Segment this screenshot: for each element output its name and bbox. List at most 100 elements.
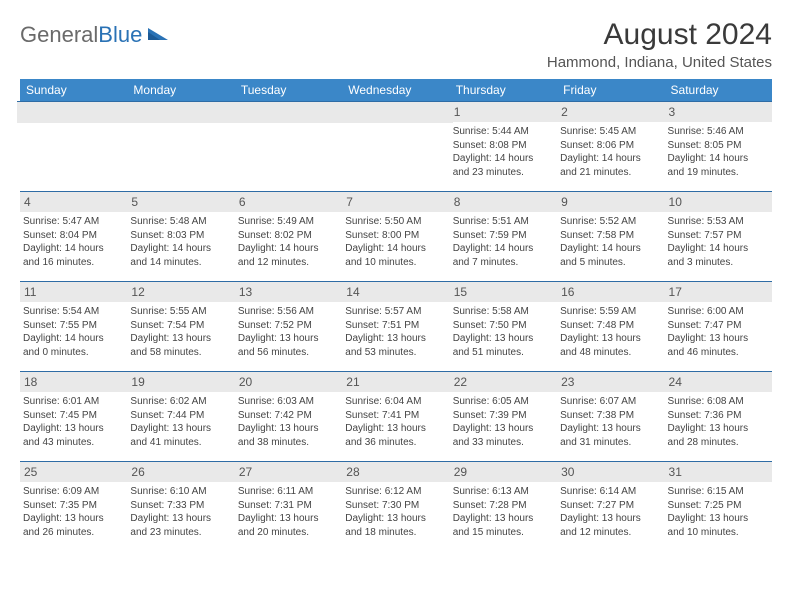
sunset-line: Sunset: 7:30 PM (345, 499, 446, 513)
daylight-line-2: and 38 minutes. (238, 436, 339, 450)
logo-text-1: General (20, 22, 98, 48)
day-number-bar: 30 (557, 461, 664, 482)
daylight-line-2: and 53 minutes. (345, 346, 446, 360)
daylight-line-1: Daylight: 14 hours (238, 242, 339, 256)
header: GeneralBlue August 2024 Hammond, Indiana… (20, 18, 772, 71)
day-number-bar: 10 (665, 191, 772, 212)
calendar-day-cell: 17Sunrise: 6:00 AMSunset: 7:47 PMDayligh… (665, 281, 772, 371)
daylight-line-2: and 56 minutes. (238, 346, 339, 360)
sunrise-line: Sunrise: 5:50 AM (345, 215, 446, 229)
day-number-bar: 20 (235, 371, 342, 392)
daylight-line-1: Daylight: 14 hours (345, 242, 446, 256)
sunset-line: Sunset: 8:04 PM (23, 229, 124, 243)
sunrise-line: Sunrise: 6:14 AM (560, 485, 661, 499)
month-title: August 2024 (547, 18, 772, 52)
day-number: 28 (346, 465, 359, 479)
sunrise-line: Sunrise: 6:10 AM (130, 485, 231, 499)
daylight-line-1: Daylight: 13 hours (130, 422, 231, 436)
calendar-week-row: 4Sunrise: 5:47 AMSunset: 8:04 PMDaylight… (20, 191, 772, 281)
calendar-day-cell: 29Sunrise: 6:13 AMSunset: 7:28 PMDayligh… (450, 461, 557, 551)
weekday-header: Thursday (450, 79, 557, 101)
sunset-line: Sunset: 7:35 PM (23, 499, 124, 513)
day-number: 12 (131, 285, 144, 299)
daylight-line-1: Daylight: 13 hours (668, 332, 769, 346)
daylight-line-1: Daylight: 13 hours (345, 422, 446, 436)
calendar-day-cell: 22Sunrise: 6:05 AMSunset: 7:39 PMDayligh… (450, 371, 557, 461)
daylight-line-2: and 10 minutes. (345, 256, 446, 270)
day-content: 3Sunrise: 5:46 AMSunset: 8:05 PMDaylight… (665, 101, 772, 183)
day-content: 5Sunrise: 5:48 AMSunset: 8:03 PMDaylight… (127, 191, 234, 273)
calendar-day-cell: 12Sunrise: 5:55 AMSunset: 7:54 PMDayligh… (127, 281, 234, 371)
calendar-day-cell: 1Sunrise: 5:44 AMSunset: 8:08 PMDaylight… (450, 101, 557, 191)
daylight-line-2: and 33 minutes. (453, 436, 554, 450)
calendar-week-row: 18Sunrise: 6:01 AMSunset: 7:45 PMDayligh… (20, 371, 772, 461)
sunset-line: Sunset: 7:48 PM (560, 319, 661, 333)
day-number: 16 (561, 285, 574, 299)
day-number: 21 (346, 375, 359, 389)
calendar-day-cell: 2Sunrise: 5:45 AMSunset: 8:06 PMDaylight… (557, 101, 664, 191)
day-number: 22 (454, 375, 467, 389)
daylight-line-1: Daylight: 13 hours (238, 422, 339, 436)
sunset-line: Sunset: 7:54 PM (130, 319, 231, 333)
sunrise-line: Sunrise: 5:53 AM (668, 215, 769, 229)
weekday-header: Tuesday (235, 79, 342, 101)
calendar-day-cell: 7Sunrise: 5:50 AMSunset: 8:00 PMDaylight… (342, 191, 449, 281)
sunset-line: Sunset: 7:41 PM (345, 409, 446, 423)
daylight-line-1: Daylight: 14 hours (23, 332, 124, 346)
calendar-week-row: 1Sunrise: 5:44 AMSunset: 8:08 PMDaylight… (20, 101, 772, 191)
daylight-line-2: and 5 minutes. (560, 256, 661, 270)
sunset-line: Sunset: 7:25 PM (668, 499, 769, 513)
calendar-day-cell: 21Sunrise: 6:04 AMSunset: 7:41 PMDayligh… (342, 371, 449, 461)
sunrise-line: Sunrise: 6:12 AM (345, 485, 446, 499)
daylight-line-1: Daylight: 14 hours (130, 242, 231, 256)
calendar-day-cell: 8Sunrise: 5:51 AMSunset: 7:59 PMDaylight… (450, 191, 557, 281)
sunset-line: Sunset: 8:05 PM (668, 139, 769, 153)
day-number-bar: 8 (450, 191, 557, 212)
day-content: 11Sunrise: 5:54 AMSunset: 7:55 PMDayligh… (20, 281, 127, 363)
sunset-line: Sunset: 7:33 PM (130, 499, 231, 513)
daylight-line-1: Daylight: 13 hours (23, 512, 124, 526)
sunset-line: Sunset: 7:44 PM (130, 409, 231, 423)
sunrise-line: Sunrise: 6:09 AM (23, 485, 124, 499)
calendar-day-cell (127, 101, 234, 191)
day-number-bar: 13 (235, 281, 342, 302)
day-number: 24 (669, 375, 682, 389)
day-number: 30 (561, 465, 574, 479)
sunrise-line: Sunrise: 6:01 AM (23, 395, 124, 409)
daylight-line-1: Daylight: 14 hours (668, 242, 769, 256)
daylight-line-2: and 10 minutes. (668, 526, 769, 540)
sunrise-line: Sunrise: 6:05 AM (453, 395, 554, 409)
calendar-body: 1Sunrise: 5:44 AMSunset: 8:08 PMDaylight… (20, 101, 772, 551)
day-content: 20Sunrise: 6:03 AMSunset: 7:42 PMDayligh… (235, 371, 342, 453)
logo: GeneralBlue (20, 18, 170, 48)
day-number: 3 (669, 105, 676, 119)
day-number-bar: 12 (127, 281, 234, 302)
location: Hammond, Indiana, United States (547, 54, 772, 71)
calendar-day-cell: 23Sunrise: 6:07 AMSunset: 7:38 PMDayligh… (557, 371, 664, 461)
daylight-line-2: and 46 minutes. (668, 346, 769, 360)
sunset-line: Sunset: 7:31 PM (238, 499, 339, 513)
daylight-line-2: and 58 minutes. (130, 346, 231, 360)
daylight-line-2: and 16 minutes. (23, 256, 124, 270)
day-number-bar: 6 (235, 191, 342, 212)
calendar-table: Sunday Monday Tuesday Wednesday Thursday… (20, 79, 772, 551)
calendar-day-cell: 14Sunrise: 5:57 AMSunset: 7:51 PMDayligh… (342, 281, 449, 371)
sunrise-line: Sunrise: 6:02 AM (130, 395, 231, 409)
daylight-line-2: and 31 minutes. (560, 436, 661, 450)
day-content: 30Sunrise: 6:14 AMSunset: 7:27 PMDayligh… (557, 461, 664, 543)
day-number-bar: 11 (20, 281, 127, 302)
sunset-line: Sunset: 7:45 PM (23, 409, 124, 423)
flag-icon (148, 22, 170, 48)
day-content: 4Sunrise: 5:47 AMSunset: 8:04 PMDaylight… (20, 191, 127, 273)
calendar-day-cell: 11Sunrise: 5:54 AMSunset: 7:55 PMDayligh… (20, 281, 127, 371)
daylight-line-2: and 51 minutes. (453, 346, 554, 360)
daylight-line-2: and 41 minutes. (130, 436, 231, 450)
calendar-day-cell: 19 Sunrise: 6:02 AMSunset: 7:44 PMDayligh… (127, 371, 234, 461)
calendar-day-cell: 18Sunrise: 6:01 AMSunset: 7:45 PMDayligh… (20, 371, 127, 461)
day-number-bar: 25 (20, 461, 127, 482)
day-number: 10 (669, 195, 682, 209)
day-content: 14Sunrise: 5:57 AMSunset: 7:51 PMDayligh… (342, 281, 449, 363)
day-number: 19 (131, 375, 144, 389)
day-content: 18Sunrise: 6:01 AMSunset: 7:45 PMDayligh… (20, 371, 127, 453)
day-number: 23 (561, 375, 574, 389)
